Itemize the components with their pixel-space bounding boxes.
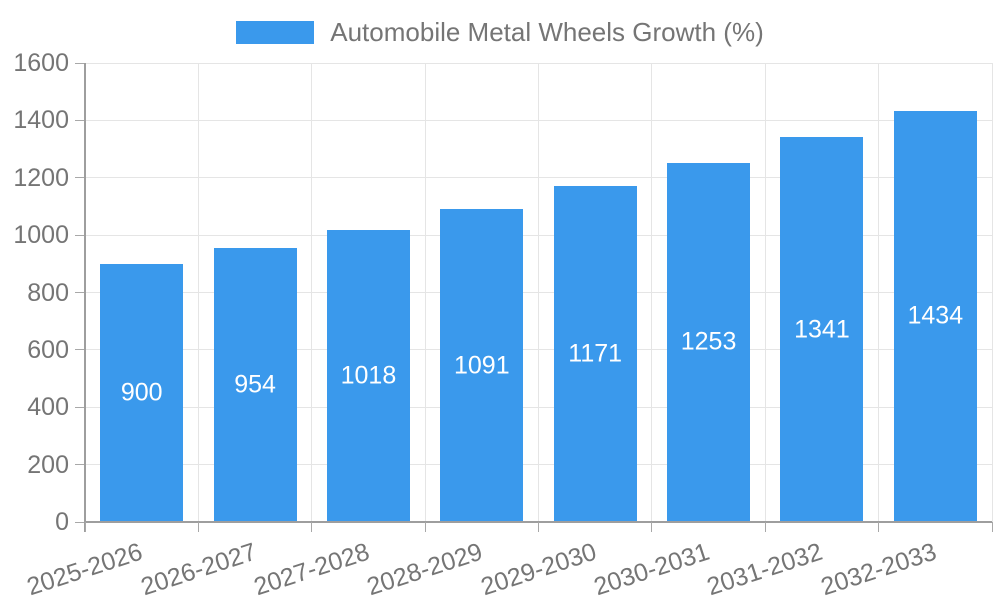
x-tick-label: 2029-2030 xyxy=(477,537,600,600)
y-tick-label: 400 xyxy=(27,393,69,422)
y-tick-mark xyxy=(75,406,84,408)
bar-value-label: 1018 xyxy=(340,361,397,390)
y-tick-label: 1200 xyxy=(13,163,69,192)
y-tick-label: 1000 xyxy=(13,221,69,250)
bar-value-label: 900 xyxy=(120,378,163,407)
x-tick-label: 2027-2028 xyxy=(250,537,373,600)
legend-label: Automobile Metal Wheels Growth (%) xyxy=(330,17,764,47)
y-tick-mark xyxy=(75,464,84,466)
y-tick-mark xyxy=(75,119,84,121)
v-gridline xyxy=(538,63,539,522)
x-tick-label: 2025-2026 xyxy=(23,537,147,600)
bar: 954 xyxy=(213,248,297,522)
y-axis-line xyxy=(84,63,86,532)
plot-area: 900 954 1018 1091 1171 1253 1341 1434 0 200 400 60… xyxy=(13,50,993,600)
y-tick-label: 1400 xyxy=(13,106,69,135)
x-tick-mark xyxy=(311,522,313,532)
x-tick-mark xyxy=(764,522,766,532)
x-tick-mark xyxy=(424,522,426,532)
bar: 900 xyxy=(100,263,184,522)
y-tick-mark xyxy=(75,349,84,351)
v-gridline xyxy=(197,63,199,522)
v-gridline xyxy=(311,63,313,522)
bar-value-label: 954 xyxy=(234,370,276,399)
bar-value-label: 1253 xyxy=(680,327,737,356)
x-tick-label: 2030-2031 xyxy=(590,537,713,600)
x-tick-label: 2026-2027 xyxy=(137,537,260,600)
x-tick-mark xyxy=(84,522,86,532)
y-tick-mark xyxy=(75,234,84,236)
bar-value-label: 1341 xyxy=(794,315,850,344)
y-tick-label: 0 xyxy=(55,508,69,536)
x-tick-mark xyxy=(878,522,880,532)
v-gridline xyxy=(764,63,766,522)
bar-value-label: 1091 xyxy=(454,351,510,380)
y-tick-label: 1600 xyxy=(13,49,69,77)
bar: 1171 xyxy=(553,186,637,522)
bar: 1091 xyxy=(440,209,524,522)
x-tick-label: 2028-2029 xyxy=(363,537,487,600)
y-tick-label: 600 xyxy=(27,335,69,364)
y-tick-label: 800 xyxy=(27,278,69,307)
bar: 1341 xyxy=(780,137,864,522)
y-tick-mark xyxy=(75,62,84,64)
v-gridline xyxy=(424,63,426,522)
x-tick-mark xyxy=(538,522,539,532)
y-tick-mark xyxy=(75,521,84,523)
v-gridline xyxy=(991,63,993,522)
y-tick-label: 200 xyxy=(27,450,69,479)
bar: 1434 xyxy=(893,110,977,522)
bar-value-label: 1171 xyxy=(568,339,623,368)
y-tick-mark xyxy=(75,292,84,293)
x-tick-label: 2032-2033 xyxy=(817,537,940,600)
v-gridline xyxy=(651,63,653,522)
bar-value-label: 1434 xyxy=(907,301,964,330)
x-tick-mark xyxy=(991,522,993,532)
legend-swatch xyxy=(236,21,315,44)
x-tick-mark xyxy=(197,522,199,532)
bar: 1018 xyxy=(326,229,410,522)
x-tick-label: 2031-2032 xyxy=(703,537,827,600)
legend-item[interactable]: Automobile Metal Wheels Growth (%) xyxy=(0,17,1000,48)
x-tick-mark xyxy=(651,522,653,532)
y-tick-mark xyxy=(75,177,84,179)
bar: 1253 xyxy=(667,162,751,522)
v-gridline xyxy=(878,63,880,522)
